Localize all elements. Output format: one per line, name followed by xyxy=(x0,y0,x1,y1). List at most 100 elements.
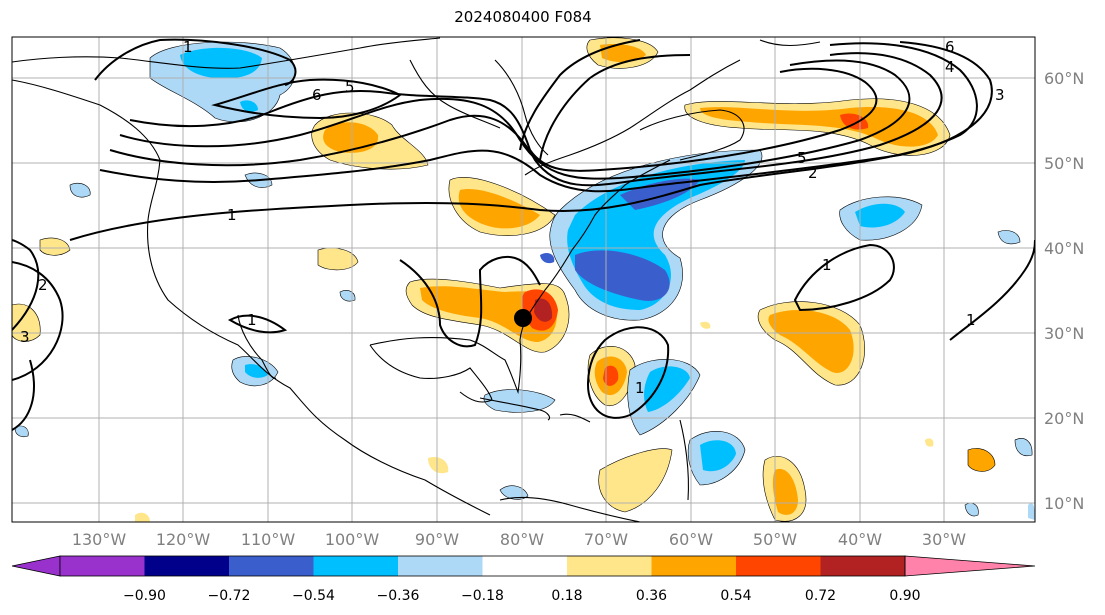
anomaly-blob xyxy=(967,448,996,472)
lon-tick-label: 130°W xyxy=(72,530,127,549)
anomaly-blob xyxy=(1014,438,1033,457)
contour-label: 3 xyxy=(995,86,1005,104)
colorbar-tick-label: 0.72 xyxy=(805,588,836,604)
anomaly-blob xyxy=(1028,503,1035,520)
anomaly-blob xyxy=(245,364,268,378)
warm-anomaly-layer xyxy=(12,37,996,522)
lat-tick-label: 60°N xyxy=(1044,69,1084,88)
anomaly-blob xyxy=(644,366,690,412)
colorbar-segment xyxy=(736,556,821,576)
lon-tick-label: 30°W xyxy=(922,530,966,549)
lat-tick-label: 50°N xyxy=(1044,154,1084,173)
anomaly-blob xyxy=(925,438,934,447)
colorbar-labels: −0.90 −0.72 −0.54 −0.36 −0.18 0.18 0.36 … xyxy=(123,588,921,604)
contour-label: 1 xyxy=(822,256,832,274)
anomaly-blob xyxy=(840,113,869,130)
contour-label: 1 xyxy=(966,311,976,329)
contour-label: 2 xyxy=(808,164,818,182)
contour-label: 4 xyxy=(945,58,955,76)
contour-label: 1 xyxy=(227,206,237,224)
contour-lines xyxy=(12,38,1035,431)
anomaly-blob xyxy=(458,189,540,229)
anomaly-blob xyxy=(499,485,529,500)
contour-label: 5 xyxy=(345,78,355,96)
colorbar-segment xyxy=(229,556,314,576)
longitude-labels: 130°W 120°W 110°W 100°W 90°W 80°W 70°W 6… xyxy=(72,530,966,549)
anomaly-blob xyxy=(855,203,905,228)
anomaly-blob xyxy=(700,321,711,329)
lon-tick-label: 110°W xyxy=(241,530,296,549)
latitude-labels: 60°N 50°N 40°N 30°N 20°N 10°N xyxy=(1044,69,1084,513)
anomaly-blob xyxy=(39,237,71,256)
colorbar-frame xyxy=(59,555,906,577)
contour-labels: 1 1 1 2 2 3 3 4 5 5 6 6 1 1 1 xyxy=(20,38,1005,397)
colorbar-segment xyxy=(482,556,567,576)
anomaly-blob xyxy=(768,310,854,373)
lon-tick-label: 50°W xyxy=(753,530,797,549)
colorbar-tick-label: −0.36 xyxy=(377,588,420,604)
contour-label: 6 xyxy=(312,86,322,104)
colorbar-segment xyxy=(398,556,483,576)
colorbar-tick-label: 0.90 xyxy=(889,588,920,604)
anomaly-blob xyxy=(540,252,555,264)
lon-tick-label: 80°W xyxy=(500,530,544,549)
lat-tick-label: 20°N xyxy=(1044,409,1084,428)
colorbar-segment xyxy=(567,556,652,576)
anomaly-blob xyxy=(428,456,449,474)
anomaly-blob xyxy=(603,365,619,386)
contour-label: 3 xyxy=(20,328,30,346)
graticule xyxy=(12,37,1035,522)
map-title: 2024080400 F084 xyxy=(454,8,592,26)
anomaly-blob xyxy=(700,440,736,472)
anomaly-blob xyxy=(700,107,938,147)
anomaly-blob xyxy=(240,100,258,112)
colorbar-under-arrow xyxy=(11,555,61,577)
contour-label: 1 xyxy=(183,38,193,56)
anomaly-blob xyxy=(339,290,356,302)
anomaly-blob xyxy=(14,425,29,438)
colorbar-segment xyxy=(313,556,398,576)
contour-label: 1 xyxy=(635,379,645,397)
anomaly-blob xyxy=(323,122,379,153)
anomaly-blob xyxy=(997,230,1021,245)
anomaly-blob xyxy=(483,389,556,413)
anomaly-blob xyxy=(69,182,91,198)
colorbar-tick-label: 0.54 xyxy=(720,588,751,604)
lat-tick-label: 10°N xyxy=(1044,494,1084,513)
anomaly-blob xyxy=(598,448,673,513)
colorbar-tick-label: −0.90 xyxy=(123,588,166,604)
lon-tick-label: 40°W xyxy=(838,530,882,549)
colorbar-tick-label: 0.18 xyxy=(551,588,582,604)
cold-anomaly-layer xyxy=(14,41,1035,520)
colorbar-over-arrow xyxy=(904,555,1036,577)
colorbar-tick-label: −0.54 xyxy=(292,588,335,604)
colorbar xyxy=(11,555,1036,577)
lon-tick-label: 90°W xyxy=(415,530,459,549)
colorbar-tick-label: −0.72 xyxy=(208,588,251,604)
map-border xyxy=(11,36,1036,523)
lon-tick-label: 100°W xyxy=(325,530,380,549)
contour-label: 5 xyxy=(797,149,807,167)
anomaly-blob xyxy=(575,250,670,301)
anomaly-blob xyxy=(534,298,553,322)
anomaly-blob xyxy=(12,303,41,342)
lat-tick-label: 40°N xyxy=(1044,239,1084,258)
storm-center-marker xyxy=(514,309,532,327)
colorbar-tick-label: 0.36 xyxy=(636,588,667,604)
contour-label: 6 xyxy=(945,38,955,56)
lat-tick-label: 30°N xyxy=(1044,324,1084,343)
anomaly-blob xyxy=(135,512,150,522)
colorbar-tick-label: −0.18 xyxy=(461,588,504,604)
anomaly-blob xyxy=(180,47,262,79)
colorbar-segment xyxy=(60,556,145,576)
contour-label: 1 xyxy=(247,311,257,329)
lon-tick-label: 120°W xyxy=(156,530,211,549)
lon-tick-label: 60°W xyxy=(669,530,713,549)
anomaly-blob xyxy=(600,44,646,63)
colorbar-segment xyxy=(144,556,229,576)
colorbar-segment xyxy=(820,556,905,576)
colorbar-segment xyxy=(651,556,736,576)
lon-tick-label: 70°W xyxy=(584,530,628,549)
contour-label: 2 xyxy=(38,276,48,294)
